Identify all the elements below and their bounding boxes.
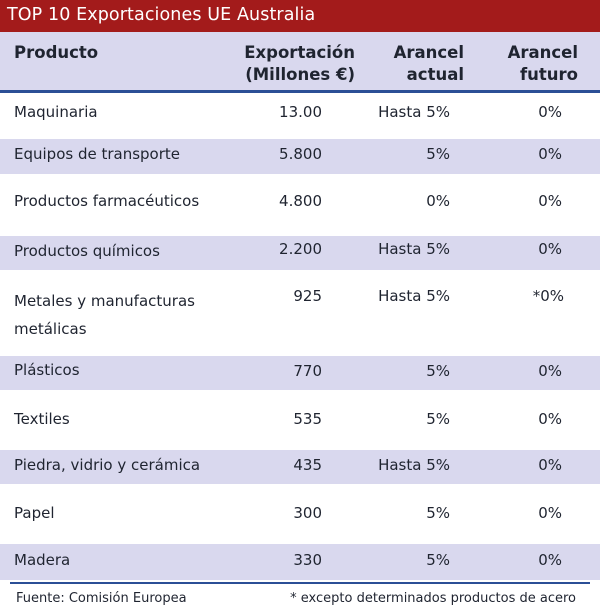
cell-current-tariff: Hasta 5%	[378, 103, 450, 121]
cell-product: Piedra, vidrio y cerámica	[14, 456, 201, 474]
table-row: Metales y manufacturas metálicas 925 Has…	[0, 270, 600, 356]
cell-export: 770	[293, 362, 322, 380]
header-export-line2: (Millones €)	[245, 65, 355, 84]
header-rule	[0, 90, 600, 93]
cell-current-tariff: 5%	[426, 410, 450, 428]
cell-product: Productos químicos	[14, 242, 160, 260]
cell-export: 5.800	[279, 145, 322, 163]
table-row: Papel 300 5% 0%	[0, 484, 600, 544]
cell-current-tariff: Hasta 5%	[378, 240, 450, 258]
cell-product: Maquinaria	[14, 103, 98, 121]
cell-product: Metales y manufacturas metálicas	[14, 292, 195, 338]
cell-future-tariff: 0%	[538, 145, 562, 163]
source-note: Fuente: Comisión Europea	[16, 591, 187, 606]
cell-future-tariff: 0%	[538, 192, 562, 210]
table-row: Equipos de transporte 5.800 5% 0%	[0, 139, 600, 174]
table-title: TOP 10 Exportaciones UE Australia	[7, 5, 316, 25]
header-export: Exportación (Millones €)	[244, 42, 355, 86]
cell-current-tariff: Hasta 5%	[378, 456, 450, 474]
cell-export: 925	[293, 287, 322, 305]
header-current-line2: actual	[406, 65, 464, 84]
header-future-line1: Arancel	[507, 43, 578, 62]
cell-product: Papel	[14, 504, 55, 522]
cell-future-tariff: *0%	[532, 287, 564, 305]
cell-future-tariff: 0%	[538, 504, 562, 522]
cell-export: 2.200	[279, 240, 322, 258]
cell-export: 535	[293, 410, 322, 428]
cell-product: Equipos de transporte	[14, 145, 181, 163]
cell-future-tariff: 0%	[538, 362, 562, 380]
cell-current-tariff: 5%	[426, 551, 450, 569]
table-row: Productos farmacéuticos 4.800 0% 0%	[0, 174, 600, 236]
cell-future-tariff: 0%	[538, 410, 562, 428]
header-current-tariff: Arancel actual	[394, 42, 464, 86]
table-row: Productos químicos 2.200 Hasta 5% 0%	[0, 236, 600, 270]
cell-current-tariff: 0%	[426, 192, 450, 210]
table-row: Madera 330 5% 0%	[0, 544, 600, 580]
cell-current-tariff: Hasta 5%	[378, 287, 450, 305]
table-row: Plásticos 770 5% 0%	[0, 356, 600, 390]
cell-product: Plásticos	[14, 361, 80, 379]
table-header: Producto Exportación (Millones €) Arance…	[0, 32, 600, 92]
cell-export: 13.00	[279, 103, 322, 121]
table-row: Piedra, vidrio y cerámica 435 Hasta 5% 0…	[0, 450, 600, 484]
footnote: * excepto determinados productos de acer…	[290, 591, 576, 606]
title-bar: TOP 10 Exportaciones UE Australia	[0, 0, 600, 32]
cell-export: 330	[293, 551, 322, 569]
cell-future-tariff: 0%	[538, 551, 562, 569]
cell-export: 4.800	[279, 192, 322, 210]
header-export-line1: Exportación	[244, 43, 355, 62]
table-row: Textiles 535 5% 0%	[0, 390, 600, 450]
header-future-line2: futuro	[519, 65, 578, 84]
header-current-line1: Arancel	[393, 43, 464, 62]
header-product: Producto	[14, 43, 99, 62]
cell-current-tariff: 5%	[426, 145, 450, 163]
cell-product: Productos farmacéuticos	[14, 192, 200, 210]
cell-future-tariff: 0%	[538, 103, 562, 121]
cell-current-tariff: 5%	[426, 362, 450, 380]
table-row: Maquinaria 13.00 Hasta 5% 0%	[0, 93, 600, 139]
header-future-tariff: Arancel futuro	[508, 42, 578, 86]
cell-future-tariff: 0%	[538, 456, 562, 474]
cell-export: 300	[293, 504, 322, 522]
cell-product: Madera	[14, 551, 71, 569]
cell-current-tariff: 5%	[426, 504, 450, 522]
cell-future-tariff: 0%	[538, 240, 562, 258]
footer-rule	[10, 582, 590, 584]
cell-export: 435	[293, 456, 322, 474]
cell-product: Textiles	[14, 410, 70, 428]
